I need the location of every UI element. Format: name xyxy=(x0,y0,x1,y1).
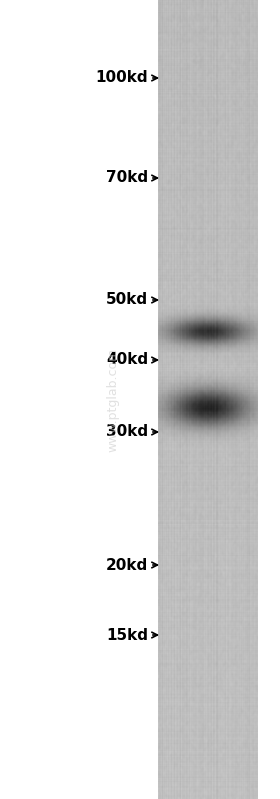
Text: 40kd: 40kd xyxy=(106,352,148,368)
Text: 70kd: 70kd xyxy=(106,170,148,185)
Text: 30kd: 30kd xyxy=(106,424,148,439)
Text: 50kd: 50kd xyxy=(106,292,148,308)
Text: 15kd: 15kd xyxy=(106,627,148,642)
Text: 20kd: 20kd xyxy=(106,558,148,573)
Text: www.ptglab.com: www.ptglab.com xyxy=(106,348,120,451)
Text: 100kd: 100kd xyxy=(95,70,148,85)
